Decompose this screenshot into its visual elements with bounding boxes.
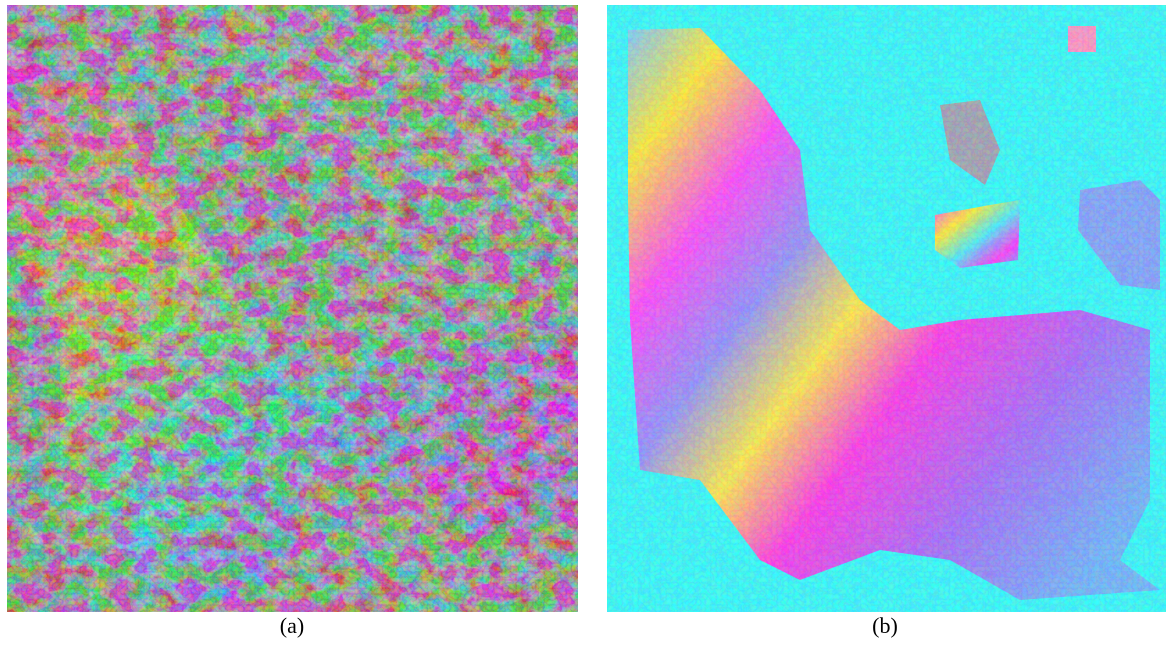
page: (a) (b) (() => { const data = JSON.parse… (0, 0, 1171, 643)
interferogram-a (7, 5, 578, 612)
caption: (a) (280, 613, 304, 638)
caption: (b) (872, 613, 898, 638)
interferogram-b (607, 5, 1166, 612)
figure: (a) (b) (0, 0, 1171, 643)
